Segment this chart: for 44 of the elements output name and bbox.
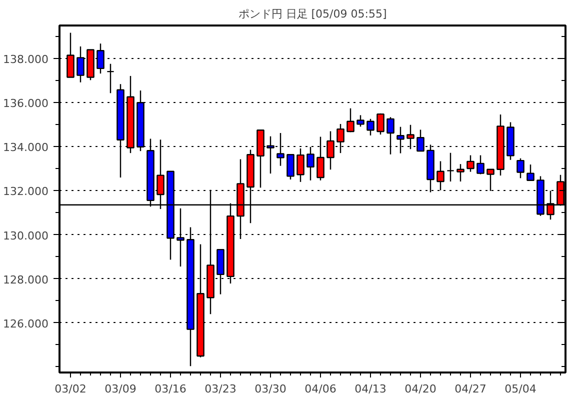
candlestick <box>416 129 424 152</box>
y-tick-label: 128.000 <box>3 273 49 286</box>
candlestick <box>396 126 404 154</box>
candlestick <box>516 158 524 179</box>
x-tick-label: 03/23 <box>204 382 236 396</box>
x-tick-label: 04/20 <box>404 382 436 396</box>
candlestick <box>366 118 374 136</box>
x-tick-label: 04/06 <box>304 382 336 396</box>
candlestick <box>286 154 294 180</box>
candlestick <box>296 148 304 183</box>
candlestick <box>336 123 344 154</box>
candlestick <box>316 136 324 181</box>
y-tick-label: 136.000 <box>3 97 49 110</box>
candlestick <box>326 130 334 170</box>
x-tick-label: 03/16 <box>154 382 186 396</box>
x-tick-label: 03/30 <box>254 382 286 396</box>
candlestick <box>376 112 384 136</box>
candlestick <box>306 146 314 181</box>
x-tick-label: 03/02 <box>54 382 86 396</box>
candlestick <box>276 132 284 166</box>
candlestick <box>446 152 454 182</box>
candlestick <box>486 168 494 192</box>
chart-title: ポンド円 日足 [05/09 05:55] <box>238 8 387 20</box>
y-tick-label: 126.000 <box>3 317 49 330</box>
candlestick <box>106 63 114 94</box>
candlestick <box>456 163 464 182</box>
y-tick-label: 134.000 <box>3 141 49 154</box>
candlestick <box>526 164 534 181</box>
candlestick <box>436 160 444 191</box>
y-tick-label: 132.000 <box>3 185 49 198</box>
y-tick-label: 130.000 <box>3 229 49 242</box>
candlestick <box>476 154 484 175</box>
y-tick-label: 138.000 <box>3 53 49 66</box>
x-tick-label: 05/04 <box>504 382 536 396</box>
candlestick <box>356 114 364 128</box>
x-tick-label: 04/13 <box>354 382 386 396</box>
candlestick <box>176 208 184 268</box>
candlestick <box>266 136 274 174</box>
candlestick <box>406 124 414 150</box>
candlestick <box>466 154 474 172</box>
candlestick <box>346 108 354 133</box>
x-tick-label: 04/27 <box>454 382 486 396</box>
candlestick <box>386 116 394 155</box>
x-tick-label: 03/09 <box>104 382 136 396</box>
